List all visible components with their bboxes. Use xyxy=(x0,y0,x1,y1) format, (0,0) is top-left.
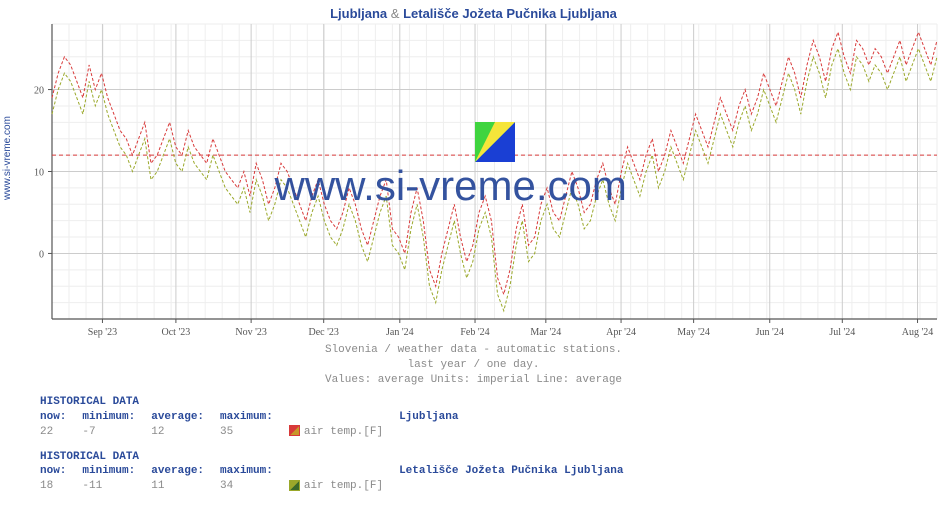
temperature-line-chart: 0 10 20 Sep '23 Oct '23 Nov '23 Dec '23 Jan '24… xyxy=(0,0,947,349)
table-header-cell: now: xyxy=(40,464,82,479)
svg-text:Jul '24: Jul '24 xyxy=(829,327,855,338)
svg-text:Apr '24: Apr '24 xyxy=(606,327,636,338)
table-cell: 34 xyxy=(220,479,289,494)
table-header-cell: Ljubljana xyxy=(399,410,474,425)
svg-text:Feb '24: Feb '24 xyxy=(460,327,489,338)
svg-text:Oct '23: Oct '23 xyxy=(162,327,191,338)
caption-line-1: Slovenia / weather data - automatic stat… xyxy=(0,343,947,358)
svg-text:Jun '24: Jun '24 xyxy=(756,327,784,338)
table-cell: 11 xyxy=(151,479,220,494)
table-header-cell: Letališče Jožeta Pučnika Ljubljana xyxy=(399,464,639,479)
svg-text:10: 10 xyxy=(34,168,44,179)
unit-label: air temp.[F] xyxy=(304,426,383,438)
table: now:minimum:average:maximum: Letališče Jo… xyxy=(40,464,640,494)
svg-text:Nov '23: Nov '23 xyxy=(235,327,267,338)
table-header-cell xyxy=(289,410,399,425)
historical-data-table: HISTORICAL DATAnow:minimum:average:maxim… xyxy=(40,395,640,440)
table-header-cell xyxy=(289,464,399,479)
table-cell: -7 xyxy=(82,425,151,440)
caption-line-3: Values: average Units: imperial Line: av… xyxy=(0,373,947,388)
table-header-cell: average: xyxy=(151,410,220,425)
table: now:minimum:average:maximum: Ljubljana 22-… xyxy=(40,410,474,440)
svg-text:20: 20 xyxy=(34,86,44,97)
table-title: HISTORICAL DATA xyxy=(40,450,640,465)
table-header-cell: maximum: xyxy=(220,410,289,425)
table-header-cell: minimum: xyxy=(82,464,151,479)
table-title: HISTORICAL DATA xyxy=(40,395,640,410)
unit-label: air temp.[F] xyxy=(304,480,383,492)
series-swatch-icon xyxy=(289,425,300,436)
svg-text:Jan '24: Jan '24 xyxy=(386,327,414,338)
series-swatch-cell: air temp.[F] xyxy=(289,425,399,440)
chart-caption: Slovenia / weather data - automatic stat… xyxy=(0,343,947,388)
svg-text:0: 0 xyxy=(39,249,44,260)
table-header-cell: average: xyxy=(151,464,220,479)
svg-text:Sep '23: Sep '23 xyxy=(88,327,117,338)
table-cell: 12 xyxy=(151,425,220,440)
table-cell: 22 xyxy=(40,425,82,440)
table-cell: -11 xyxy=(82,479,151,494)
svg-text:Dec '23: Dec '23 xyxy=(308,327,338,338)
svg-text:May '24: May '24 xyxy=(677,327,710,338)
historical-data-block: HISTORICAL DATAnow:minimum:average:maxim… xyxy=(40,395,640,494)
caption-line-2: last year / one day. xyxy=(0,358,947,373)
table-cell: 35 xyxy=(220,425,289,440)
table-header-cell: now: xyxy=(40,410,82,425)
series-swatch-icon xyxy=(289,480,300,491)
historical-data-table: HISTORICAL DATAnow:minimum:average:maxim… xyxy=(40,450,640,495)
series-swatch-cell: air temp.[F] xyxy=(289,479,399,494)
table-cell: 18 xyxy=(40,479,82,494)
svg-text:Aug '24: Aug '24 xyxy=(902,327,934,338)
svg-text:Mar '24: Mar '24 xyxy=(530,327,561,338)
table-header-cell: minimum: xyxy=(82,410,151,425)
table-header-cell: maximum: xyxy=(220,464,289,479)
